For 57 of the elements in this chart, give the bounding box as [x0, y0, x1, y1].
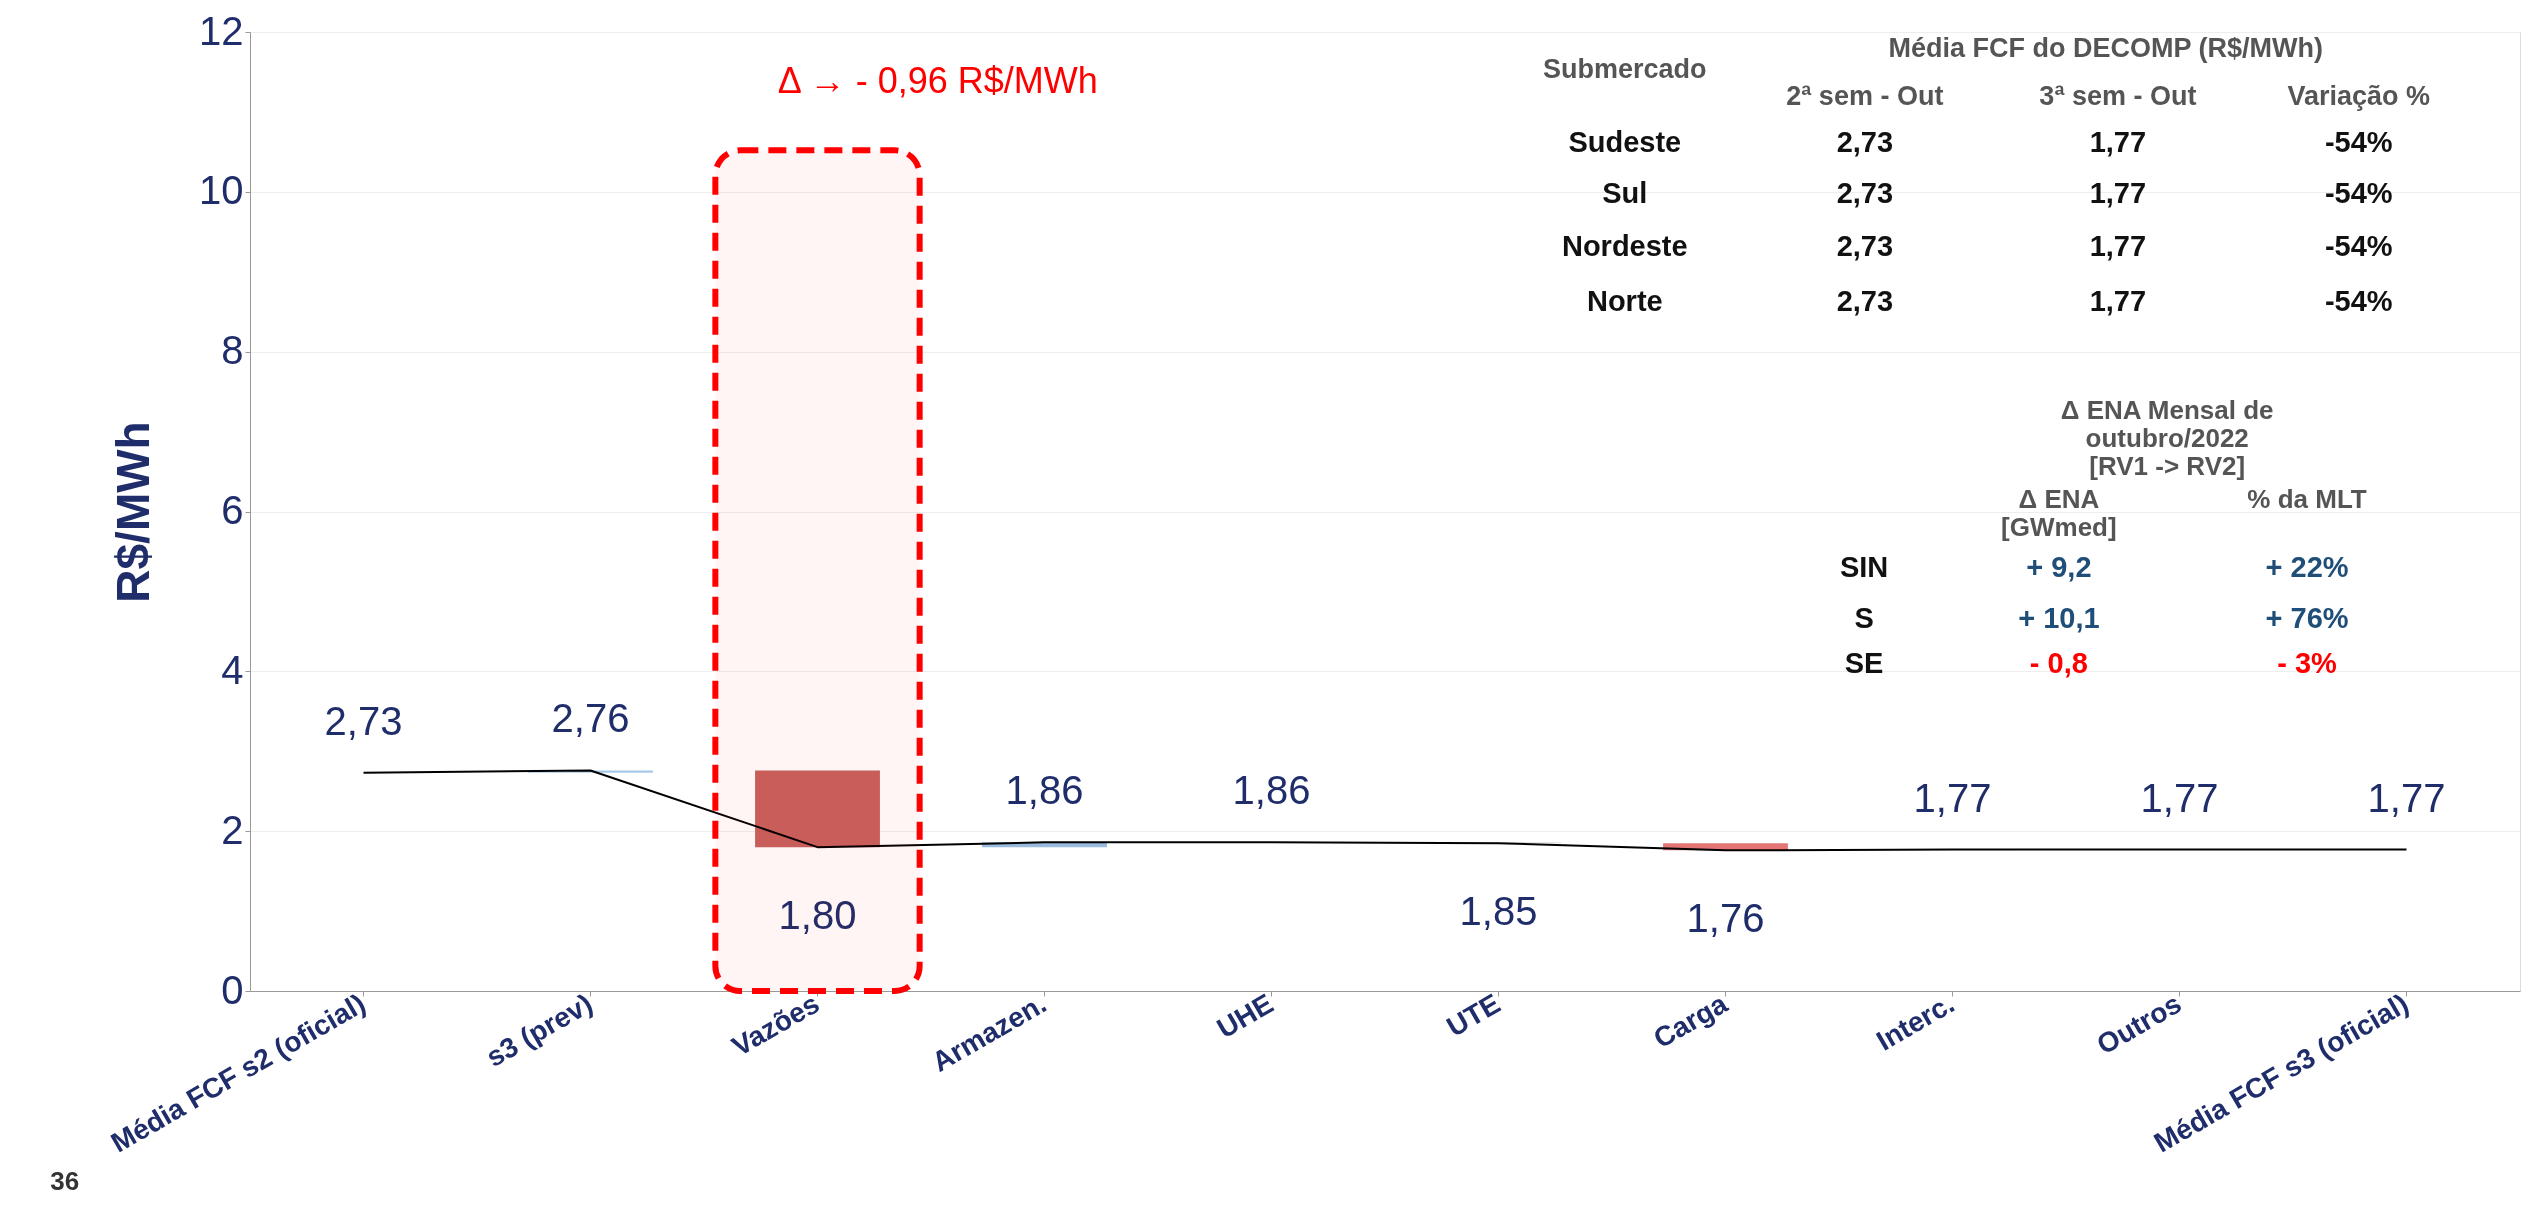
annotation: - 0,8	[2029, 647, 2088, 680]
y-axis-title: R$/MWh	[107, 421, 160, 603]
annotation: Δ ENA Mensal de outubro/2022 [RV1 -> RV2]	[2060, 394, 2274, 481]
annotation: -54%	[2324, 177, 2393, 210]
annotation: -54%	[2324, 284, 2393, 317]
annotation: 1,77	[2089, 126, 2147, 159]
data-label: 1,77	[2367, 775, 2446, 820]
x-tick-label: UHE	[1211, 987, 1279, 1045]
y-tick-label: 8	[221, 328, 244, 373]
annotation: - 3%	[2277, 647, 2338, 680]
annotation: + 22%	[2265, 551, 2349, 584]
annotation: 2,73	[1836, 230, 1894, 263]
annotation: SE	[1844, 647, 1884, 680]
annotation: Norte	[1586, 284, 1663, 317]
annotation: 2ª sem - Out	[1786, 81, 1944, 111]
annotation: % da MLT	[2247, 483, 2367, 514]
annotation: + 76%	[2265, 602, 2349, 635]
annotation: Δ → - 0,96 R$/MWh	[777, 60, 1098, 102]
annotation: -54%	[2324, 230, 2393, 263]
y-tick-label: 4	[221, 647, 244, 692]
data-label: 1,86	[1005, 768, 1084, 813]
x-tick-label: Carga	[1648, 987, 1733, 1055]
annotation: Média FCF do DECOMP (R$/MWh)	[1888, 33, 2324, 64]
annotation: Variação %	[2287, 81, 2431, 111]
data-label: 1,85	[1459, 889, 1538, 934]
annotation: -54%	[2324, 126, 2393, 159]
annotation: 3ª sem - Out	[2039, 81, 2197, 111]
annotation: Submercado	[1543, 54, 1707, 85]
annotation: SIN	[1839, 551, 1889, 584]
annotation: S	[1854, 602, 1874, 635]
annotation: 2,73	[1836, 284, 1894, 317]
data-label: 1,77	[2140, 775, 2219, 820]
data-label: 1,76	[1686, 896, 1765, 941]
annotation: Δ ENA [GWmed]	[2001, 483, 2117, 542]
x-tick-label: UTE	[1441, 987, 1506, 1043]
annotation: Sudeste	[1568, 126, 1682, 159]
y-tick-label: 2	[221, 807, 244, 852]
annotation: 2,73	[1836, 177, 1894, 210]
annotation: 1,77	[2089, 230, 2147, 263]
annotation: 1,77	[2089, 177, 2147, 210]
annotation: + 10,1	[2018, 602, 2100, 635]
y-tick-label: 0	[221, 967, 244, 1012]
annotation: 1,77	[2089, 284, 2147, 317]
annotation: Nordeste	[1561, 230, 1688, 263]
data-label: 2,73	[324, 698, 403, 743]
annotation: + 9,2	[2026, 551, 2092, 584]
text: 36	[50, 1165, 80, 1196]
y-tick-label: 12	[199, 8, 244, 53]
y-tick-label: 6	[221, 488, 244, 532]
bar	[755, 770, 880, 848]
data-label: 1,80	[778, 893, 857, 938]
data-label: 2,76	[551, 696, 630, 741]
data-label: 1,86	[1232, 768, 1311, 813]
y-tick-label: 10	[199, 168, 244, 213]
annotation: Sul	[1602, 177, 1648, 210]
annotation: 2,73	[1836, 126, 1894, 159]
data-label: 1,77	[1913, 775, 1992, 820]
